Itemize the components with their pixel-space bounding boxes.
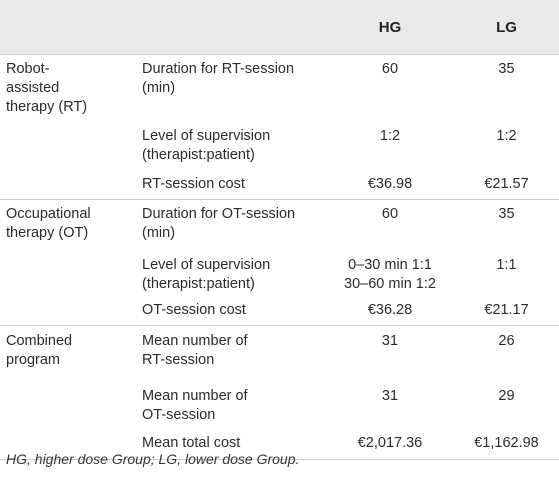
lg-value: €21.57 [484, 175, 529, 192]
hg-value: €2,017.36 [357, 434, 423, 451]
description-line: RT-session [142, 352, 215, 368]
lg-value-cell: 1:2 [454, 120, 559, 172]
lg-value: €21.17 [484, 301, 529, 318]
table-row: Level of supervision (therapist:patient) 1… [0, 120, 559, 172]
category-cell-empty [0, 298, 140, 326]
description-cell: Duration for OT-session (min) [140, 199, 326, 252]
category-line: therapy (RT) [6, 99, 88, 115]
description-line: (min) [142, 80, 176, 96]
description-line: OT-session cost [142, 301, 246, 318]
hg-value-cell: 31 [326, 378, 454, 428]
table-body: Robot-assisted therapy (RT) Duration for R… [0, 54, 559, 460]
description-line: (therapist:patient) [142, 146, 255, 163]
lg-value-cell: 35 [454, 54, 559, 120]
lg-value: 26 [498, 333, 515, 349]
hg-value-cell: 1:2 [326, 120, 454, 172]
hg-value: €36.28 [367, 301, 413, 318]
category-cell-empty [0, 172, 140, 200]
category-cell: Combined program [0, 325, 140, 378]
description-line: Mean total cost [142, 434, 241, 451]
description-cell: Mean number of OT-session [140, 378, 326, 428]
hg-value-cell: 31 [326, 325, 454, 378]
lg-value-cell: 35 [454, 199, 559, 252]
category-cell-empty [0, 120, 140, 172]
category-cell-empty [0, 378, 140, 428]
hg-value-cell: €36.28 [326, 298, 454, 326]
table-row: Occupational therapy (OT) Duration for OT-… [0, 199, 559, 252]
hg-value-cell: €36.98 [326, 172, 454, 200]
lg-value-cell: 1:1 [454, 252, 559, 298]
description-line: Duration for RT-session [142, 61, 295, 77]
lg-value: 1:1 [496, 256, 517, 273]
description-cell: Mean total cost [140, 427, 326, 460]
hg-value-cell: 60 [326, 54, 454, 120]
description-line: (min) [142, 225, 176, 241]
lg-value: 1:2 [496, 127, 517, 144]
table-row: Mean number of OT-session 31 29 [0, 378, 559, 428]
lg-value: 35 [498, 206, 515, 222]
description-cell: Level of supervision (therapist:patient) [140, 252, 326, 298]
lg-value-cell: €1,162.98 [454, 427, 559, 460]
description-line: Duration for OT-session [142, 206, 296, 222]
lg-value-cell: 26 [454, 325, 559, 378]
hg-value: 0–30 min 1:1 [348, 256, 432, 273]
description-line: Level of supervision [142, 127, 271, 144]
category-cell: Robot-assisted therapy (RT) [0, 54, 140, 120]
hg-value: 30–60 min 1:2 [344, 275, 436, 292]
table-row: Robot-assisted therapy (RT) Duration for R… [0, 54, 559, 120]
description-cell: Mean number of RT-session [140, 325, 326, 378]
description-line: Level of supervision [142, 256, 271, 273]
description-line: RT-session cost [142, 175, 245, 192]
header-empty-category [0, 0, 140, 55]
category-cell-empty [0, 252, 140, 298]
table-row: Mean total cost €2,017.36 €1,162.98 [0, 427, 559, 460]
table-footnote: HG, higher dose Group; LG, lower dose Gr… [6, 451, 300, 467]
description-cell: Level of supervision (therapist:patient) [140, 120, 326, 172]
category-line: program [6, 352, 60, 368]
table-row: OT-session cost €36.28 €21.17 [0, 298, 559, 326]
category-line: assisted [6, 80, 60, 96]
description-line: (therapist:patient) [142, 275, 255, 292]
table-row: RT-session cost €36.98 €21.57 [0, 172, 559, 200]
description-line: Mean number of [142, 387, 248, 404]
category-line: Robot- [6, 61, 50, 77]
category-line: Combined [6, 333, 73, 349]
cost-table-container: HG LG Robot-assisted therapy (RT) Duration… [0, 0, 559, 460]
lg-value: €1,162.98 [474, 434, 539, 451]
hg-value: 60 [381, 61, 399, 77]
category-cell: Occupational therapy (OT) [0, 199, 140, 252]
cost-table: HG LG Robot-assisted therapy (RT) Duration… [0, 0, 559, 460]
table-row: Combined program Mean number of RT-session 3… [0, 325, 559, 378]
category-cell-empty [0, 427, 140, 460]
hg-value-cell: 60 [326, 199, 454, 252]
hg-value: €36.98 [367, 175, 413, 192]
table-row: Level of supervision (therapist:patient) 0… [0, 252, 559, 298]
hg-value: 31 [381, 333, 399, 349]
header-lg: LG [496, 18, 517, 36]
table-header-row: HG LG [0, 0, 559, 55]
description-line: OT-session [142, 406, 216, 423]
lg-value: 29 [498, 387, 515, 404]
hg-value: 31 [381, 387, 399, 404]
hg-value: 1:2 [379, 127, 401, 144]
hg-value-cell: €2,017.36 [326, 427, 454, 460]
hg-value: 60 [381, 206, 399, 222]
description-cell: RT-session cost [140, 172, 326, 200]
category-line: Occupational [6, 206, 91, 222]
description-cell: OT-session cost [140, 298, 326, 326]
category-line: therapy (OT) [6, 225, 89, 241]
description-line: Mean number of [142, 333, 248, 349]
lg-value-cell: €21.57 [454, 172, 559, 200]
description-cell: Duration for RT-session (min) [140, 54, 326, 120]
header-hg: HG [378, 18, 402, 36]
header-empty-description [140, 0, 326, 55]
lg-value-cell: 29 [454, 378, 559, 428]
lg-value-cell: €21.17 [454, 298, 559, 326]
lg-value: 35 [498, 61, 515, 77]
hg-value-cell: 0–30 min 1:1 30–60 min 1:2 [326, 252, 454, 298]
